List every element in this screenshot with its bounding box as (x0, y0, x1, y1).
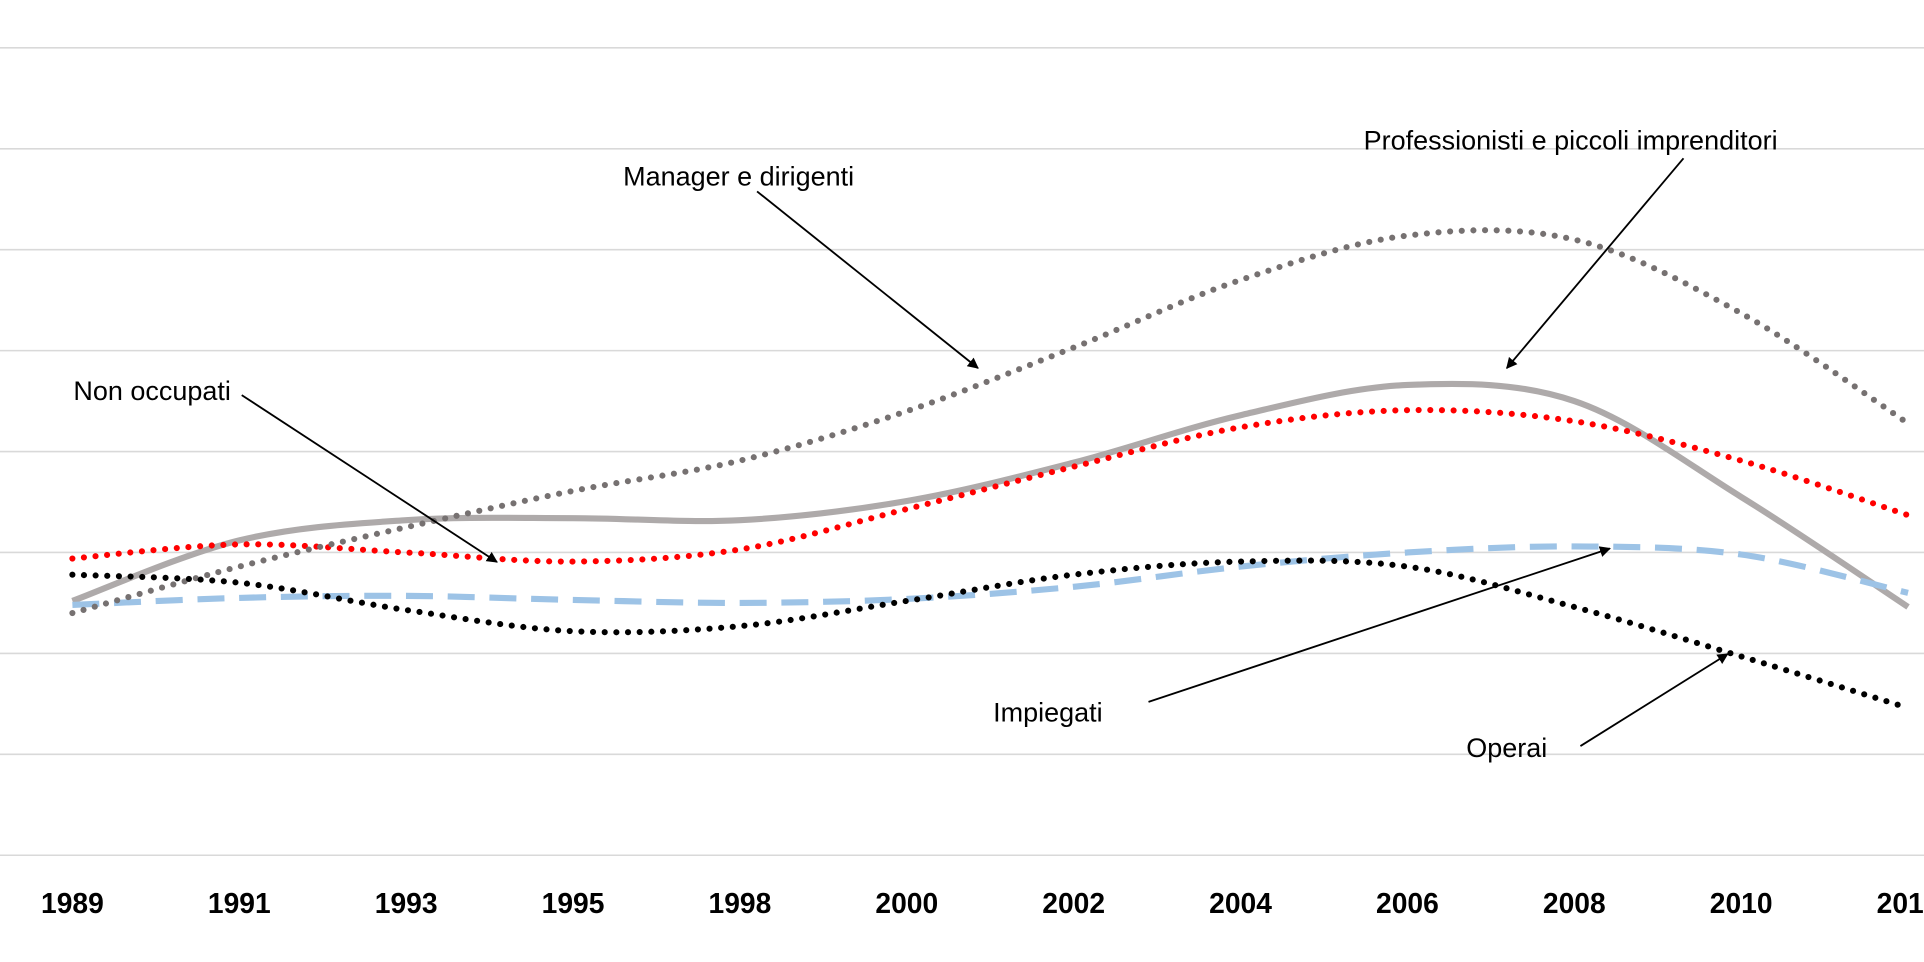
x-tick-label: 2012 (1877, 887, 1924, 919)
x-tick-label: 2004 (1209, 887, 1272, 919)
annotation-arrow (1579, 653, 1729, 747)
x-tick-label: 2000 (875, 887, 938, 919)
x-tick-label: 2008 (1543, 887, 1606, 919)
annotation-arrow (241, 394, 498, 563)
annotation: Professionisti e piccoli imprenditori (1364, 126, 1778, 156)
x-tick-label: 1993 (375, 887, 438, 919)
x-tick-label: 1991 (208, 887, 271, 919)
series-line (72, 543, 1909, 609)
series-line (69, 406, 1912, 565)
x-tick-label: 1989 (41, 887, 104, 919)
x-tick-label: 2002 (1042, 887, 1105, 919)
x-tick-label: 1998 (709, 887, 772, 919)
x-tick-label: 1995 (542, 887, 605, 919)
annotation: Operai (1466, 733, 1547, 763)
annotation: Impiegati (993, 698, 1103, 728)
x-tick-label: 2006 (1376, 887, 1439, 919)
series-line (69, 227, 1912, 617)
annotation-arrow (1506, 157, 1685, 369)
series-line (69, 557, 1912, 711)
series-line (71, 380, 1910, 610)
annotation-arrow (1148, 546, 1611, 703)
annotation: Non occupati (73, 376, 231, 406)
annotation: Manager e dirigenti (623, 161, 854, 191)
annotation-arrow (756, 190, 979, 369)
x-tick-label: 2010 (1710, 887, 1773, 919)
